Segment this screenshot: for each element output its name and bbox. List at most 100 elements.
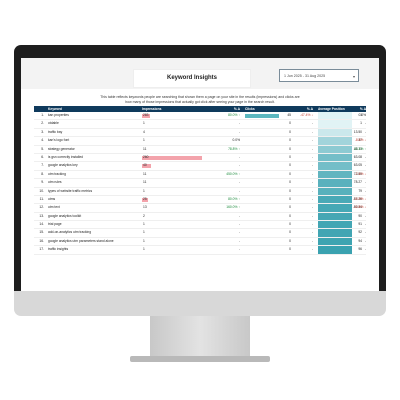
clicks-change-cell: - (311, 171, 313, 176)
position-value: 63.05 (353, 163, 362, 168)
row-number: 6. (41, 154, 44, 159)
position-value: 78.27 (353, 180, 362, 185)
row-number: 14. (39, 222, 44, 227)
table-row[interactable]: 3. traffic bay 4-0-13.50- (34, 128, 366, 138)
row-number: 3. (41, 129, 44, 134)
impressions-value: 283 (143, 113, 149, 117)
monitor-stand (150, 316, 250, 358)
position-change-cell: - (364, 238, 366, 243)
position-change-cell: -7.6% ↓ (354, 171, 366, 176)
clicks-change-cell: - (311, 146, 313, 151)
table-row[interactable]: 4. kan's logo font 1 0.0% 0 - 37 -8.6% ↓ (34, 137, 366, 146)
average-position-cell: 91 (318, 221, 366, 229)
impressions-bar (142, 197, 148, 202)
position-change-cell: -10.9% ↓ (353, 196, 366, 201)
table-body: 1. kan properties 283 80.0% ↑ 45 -47.4% ↓ 1 0.0… (34, 112, 366, 255)
table-row[interactable]: 1. kan properties 283 80.0% ↑ 45 -47.4% ↓ 1 0.0… (34, 112, 366, 121)
keyword-cell: is gsn correctly installed (48, 154, 83, 159)
row-number: 8. (41, 171, 44, 176)
description-line: how many of those impressions that actua… (125, 100, 275, 104)
column-header-average-position[interactable]: Average Position (318, 107, 345, 111)
impressions-cell: 2 (142, 213, 212, 220)
keyword-cell: add-on-analytics utm tracking (48, 230, 92, 235)
table-row[interactable]: 17. traffic insights 1-0-96- (34, 246, 366, 255)
position-heat-fill (318, 187, 352, 195)
keyword-cell: types of website traffic metrics (48, 188, 93, 193)
position-heat-fill (318, 204, 352, 212)
impressions-cell: 11 (142, 171, 212, 178)
impressions-change-cell: 0.0% (232, 138, 240, 143)
clicks-cell: 0 (245, 129, 293, 136)
table-row[interactable]: 2. otdable 1-0-1- (34, 120, 366, 129)
keyword-cell: google analytics key (48, 163, 78, 168)
impressions-change-cell: - (238, 121, 240, 126)
table-row[interactable]: 6. is gsn correctly installed 260-0-63.08- (34, 153, 366, 163)
column-header-clicks-change[interactable]: % Δ (306, 107, 313, 111)
page-title: Keyword Insights (133, 69, 251, 88)
position-value: 1 (360, 113, 362, 117)
column-header-impressions[interactable]: Impressions (142, 107, 162, 111)
clicks-cell: 0 (245, 179, 293, 186)
table-row[interactable]: 10. types of website traffic metrics 1-0-7… (34, 187, 366, 196)
table-row[interactable]: 8. utm tracking 11 450.0% ↑ 0 - 73.55 -7.6% ↓ (34, 170, 366, 180)
table-row[interactable]: 9. utm rules 11-0-78.27- (34, 179, 366, 188)
column-header-impressions-change[interactable]: % Δ (233, 107, 240, 111)
table-row[interactable]: 5. strategy generator 11 78.8% ↑ 0 - 48.73 22.4… (34, 145, 366, 154)
clicks-change-cell: - (311, 222, 313, 227)
keyword-cell: kan properties (48, 113, 69, 117)
clicks-cell: 0 (245, 204, 293, 211)
position-change-cell: - (364, 180, 366, 185)
dropdown-caret-icon: ▾ (352, 74, 355, 79)
row-number: 10. (39, 188, 44, 193)
table-row[interactable]: 11. utms 25 80.0% ↑ 0 - 87.28 -10.9% ↓ (34, 195, 366, 205)
position-change-cell: - (364, 154, 366, 159)
monitor-base (130, 356, 270, 362)
clicks-cell: 0 (245, 137, 293, 144)
clicks-change-cell: - (311, 188, 313, 193)
clicks-cell: 0 (245, 213, 293, 220)
position-heat-fill (318, 229, 352, 237)
impressions-change-cell: - (238, 188, 240, 193)
impressions-change-cell: 78.8% ↑ (228, 146, 240, 151)
row-number: 7. (41, 163, 44, 168)
table-row[interactable]: 7. google analytics key 40-0-63.05- (34, 162, 366, 171)
average-position-cell: 79 (318, 187, 366, 195)
row-number: 16. (39, 238, 44, 243)
clicks-cell: 0 (245, 246, 293, 253)
clicks-change-cell: - (311, 238, 313, 243)
impressions-change-cell: - (238, 222, 240, 227)
impressions-value: 4 (143, 129, 145, 134)
clicks-cell: 0 (245, 146, 293, 153)
keyword-cell: google analytics toolkit (48, 213, 82, 218)
row-number: 13. (39, 213, 44, 218)
clicks-value: 0 (289, 180, 291, 185)
average-position-cell: 63.05 (318, 162, 366, 170)
column-header-keyword[interactable]: Keyword (48, 107, 62, 111)
row-number: 4. (41, 138, 44, 143)
average-position-cell: 73.55 (318, 170, 366, 179)
table-row[interactable]: 12. utm text 13 160.0% ↑ 0 - 89.54 -12.8% ↓ (34, 204, 366, 213)
average-position-cell: 90 (318, 212, 366, 221)
column-header-clicks[interactable]: Clicks (245, 107, 255, 111)
table-row[interactable]: 13. google analytics toolkit 2-0-90- (34, 212, 366, 222)
position-change-cell: - (364, 213, 366, 218)
row-number: 15. (39, 230, 44, 235)
position-heat-fill (318, 246, 352, 254)
table-row[interactable]: 16. google analytics utm parameters stand… (34, 237, 366, 247)
clicks-cell: 0 (245, 162, 293, 169)
clicks-cell: 0 (245, 154, 293, 161)
impressions-change-cell: - (238, 213, 240, 218)
impressions-cell: 1 (142, 238, 212, 245)
clicks-bar (245, 113, 279, 118)
impressions-cell: 1 (142, 221, 212, 228)
impressions-change-cell: - (238, 129, 240, 134)
impressions-value: 25 (143, 196, 147, 201)
table-row[interactable]: 14. trial page 1-0-91- (34, 221, 366, 230)
table-row[interactable]: 15. add-on-analytics utm tracking 1-0-92- (34, 229, 366, 238)
date-range-picker[interactable]: 1 Jun 2025 - 31 Aug 2025 ▾ (279, 69, 359, 82)
column-header-position-change[interactable]: % Δ (359, 107, 366, 111)
impressions-change-cell: - (238, 163, 240, 168)
clicks-value: 0 (289, 163, 291, 168)
impressions-cell: 11 (142, 179, 212, 186)
position-heat-fill (318, 153, 352, 162)
